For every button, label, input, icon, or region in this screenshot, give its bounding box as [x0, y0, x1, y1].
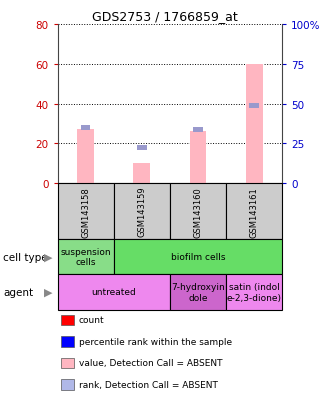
Text: percentile rank within the sample: percentile rank within the sample [79, 337, 232, 346]
Bar [189, 132, 206, 184]
Text: cell type: cell type [3, 252, 48, 262]
Text: count: count [79, 316, 104, 325]
Text: satin (indol
e-2,3-dione): satin (indol e-2,3-dione) [227, 282, 281, 302]
Text: GSM143161: GSM143161 [249, 186, 259, 237]
Bar [246, 64, 263, 184]
Bar [193, 128, 203, 133]
Text: 7-hydroxyin
dole: 7-hydroxyin dole [171, 282, 225, 302]
Text: GSM143159: GSM143159 [137, 186, 147, 237]
Text: biofilm cells: biofilm cells [171, 253, 225, 261]
Text: rank, Detection Call = ABSENT: rank, Detection Call = ABSENT [79, 380, 217, 389]
Text: GSM143158: GSM143158 [81, 186, 90, 237]
Text: value, Detection Call = ABSENT: value, Detection Call = ABSENT [79, 358, 222, 368]
Text: ▶: ▶ [44, 252, 52, 262]
Bar [77, 130, 94, 184]
Bar [137, 145, 147, 150]
Text: suspension
cells: suspension cells [60, 247, 111, 267]
Text: GSM143160: GSM143160 [193, 186, 203, 237]
Bar [249, 104, 259, 109]
Bar [81, 126, 90, 131]
Text: untreated: untreated [91, 288, 136, 297]
Text: agent: agent [3, 287, 33, 297]
Text: ▶: ▶ [44, 287, 52, 297]
Bar [133, 164, 150, 184]
Text: GDS2753 / 1766859_at: GDS2753 / 1766859_at [92, 10, 238, 23]
